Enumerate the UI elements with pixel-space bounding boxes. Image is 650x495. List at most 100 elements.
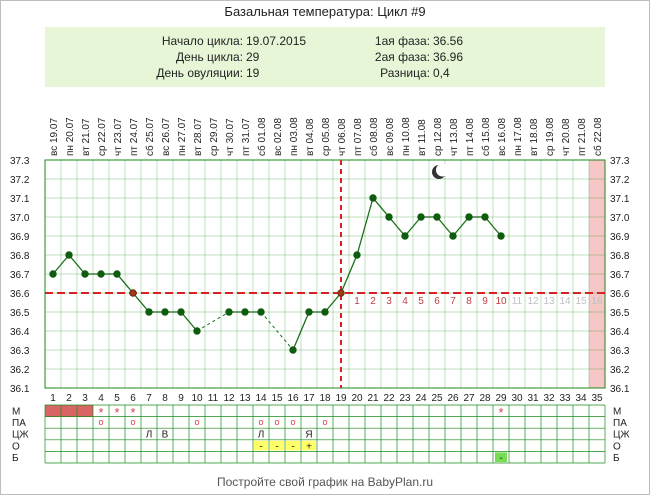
cycle-info-panel: Начало цикла: 19.07.2015 День цикла: 29 … <box>45 27 605 87</box>
day-number-label: 17 <box>303 393 315 404</box>
day-number-label: 18 <box>319 393 331 404</box>
day-number-label: 23 <box>399 393 411 404</box>
table-cell-mark: - <box>259 441 262 452</box>
phase2-value: 36.96 <box>433 50 464 64</box>
y-tick-label-left: 36.9 <box>10 232 30 243</box>
table-cell-mark: Я <box>305 430 312 441</box>
y-tick-label-left: 36.4 <box>10 327 30 338</box>
temperature-point <box>497 232 505 240</box>
table-cell-mark: * <box>498 405 503 420</box>
y-tick-label-right: 36.2 <box>610 365 630 376</box>
temperature-point <box>225 308 233 316</box>
temperature-point <box>97 270 105 278</box>
temperature-point <box>145 308 153 316</box>
table-cell-mark: Л <box>258 430 265 441</box>
day-number-label: 28 <box>479 393 491 404</box>
cycle-start-label: Начало цикла: <box>161 34 243 48</box>
date-label: пт 24.07 <box>129 118 140 156</box>
temperature-point <box>257 308 265 316</box>
o-test-cell <box>286 440 300 451</box>
luteal-day-label: 6 <box>434 296 440 307</box>
y-tick-label-left: 36.8 <box>10 251 30 262</box>
luteal-day-label: 16 <box>591 296 603 307</box>
o-test-cell <box>302 440 316 451</box>
table-cell-mark: o <box>322 417 327 427</box>
y-tick-label-left: 36.1 <box>10 384 30 395</box>
difference-label: Разница: <box>380 66 430 80</box>
footer-link[interactable]: Постройте свой график на BabyPlan.ru <box>216 475 434 489</box>
luteal-day-label: 7 <box>450 296 456 307</box>
table-cell-mark: o <box>258 417 263 427</box>
temperature-point <box>417 213 425 221</box>
y-tick-label-right: 36.1 <box>610 384 630 395</box>
y-tick-label-right: 36.6 <box>610 289 630 300</box>
date-label: сб 01.08 <box>256 117 268 156</box>
luteal-day-label: 10 <box>495 296 507 307</box>
day-number-label: 2 <box>66 393 72 404</box>
cycle-day-value: 29 <box>246 50 260 64</box>
day-number-label: 11 <box>208 393 219 404</box>
day-number-label: 31 <box>527 393 539 404</box>
temperature-segment <box>68 254 86 275</box>
date-label: чт 30.07 <box>225 118 236 156</box>
temperature-point <box>65 251 73 259</box>
day-number-label: 4 <box>98 393 104 404</box>
table-row-label-right: ПА <box>613 418 627 429</box>
table-row-label-right: О <box>613 441 621 452</box>
date-label: пт 21.08 <box>577 118 588 156</box>
date-label: вт 21.07 <box>81 118 92 156</box>
table-cell-mark: + <box>306 441 312 452</box>
luteal-day-label: 14 <box>559 296 571 307</box>
y-tick-label-right: 37.2 <box>610 175 630 186</box>
difference-value: 0,4 <box>433 66 450 80</box>
temperature-point <box>113 270 121 278</box>
table-cell-mark: * <box>130 405 135 420</box>
date-label: пн 27.07 <box>177 117 188 156</box>
temperature-point <box>129 289 137 297</box>
date-label: ср 29.07 <box>209 117 220 156</box>
day-number-label: 20 <box>351 393 363 404</box>
plot-border <box>44 159 606 389</box>
menses-cell <box>61 405 77 417</box>
temperature-segment <box>356 197 374 256</box>
temperature-segment <box>292 311 310 351</box>
day-number-label: 25 <box>431 393 443 404</box>
temperature-segment <box>196 311 230 332</box>
temperature-segment <box>404 216 422 237</box>
date-label: пт 31.07 <box>241 118 252 156</box>
date-label: вт 28.07 <box>193 118 204 156</box>
luteal-day-label: 4 <box>402 296 408 307</box>
day-number-label: 33 <box>559 393 571 404</box>
date-label: ср 19.08 <box>545 117 556 156</box>
menses-cell <box>45 405 61 417</box>
day-number-label: 35 <box>591 393 603 404</box>
day-number-label: 6 <box>130 393 136 404</box>
date-label: пн 17.08 <box>513 117 524 156</box>
y-tick-label-right: 37.3 <box>610 156 630 167</box>
day-number-label: 14 <box>255 393 267 404</box>
phase1-value: 36.56 <box>433 34 464 48</box>
y-tick-label-left: 36.7 <box>10 270 30 281</box>
temperature-segment <box>52 254 70 275</box>
day-number-label: 8 <box>162 393 168 404</box>
y-tick-label-right: 36.3 <box>610 346 630 357</box>
y-tick-label-right: 37.1 <box>610 194 630 205</box>
day-number-label: 1 <box>50 393 56 404</box>
luteal-day-label: 9 <box>482 296 488 307</box>
phase1-label: 1ая фаза: <box>374 34 430 48</box>
luteal-day-label: 3 <box>386 296 392 307</box>
luteal-day-label: 13 <box>543 296 555 307</box>
date-label: сб 25.07 <box>144 117 156 156</box>
date-label: вс 09.08 <box>385 118 396 156</box>
date-label: вт 11.08 <box>417 119 428 156</box>
date-label: сб 22.08 <box>592 117 604 156</box>
temperature-point <box>481 213 489 221</box>
temperature-segment <box>132 292 150 313</box>
table-row-label-left: О <box>12 441 20 452</box>
table-cell-mark: o <box>194 417 199 427</box>
y-tick-label-right: 37.0 <box>610 213 630 224</box>
table-cell-mark: o <box>98 417 103 427</box>
table-cell-mark: o <box>130 417 135 427</box>
temperature-segment <box>324 292 342 313</box>
